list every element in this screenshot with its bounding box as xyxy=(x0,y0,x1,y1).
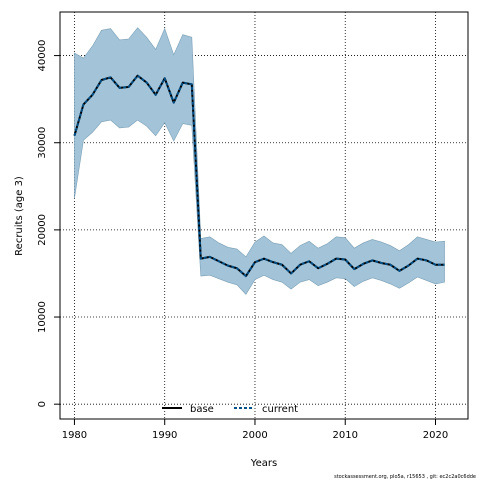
x-tick-label: 2010 xyxy=(333,430,358,441)
x-tick-label: 2020 xyxy=(423,430,448,441)
plot-frame xyxy=(59,11,469,420)
x-axis-title: Years xyxy=(250,458,277,469)
legend-label-current: current xyxy=(262,404,298,415)
series-line-current xyxy=(73,74,445,278)
y-tick-label: 20000 xyxy=(37,214,48,246)
y-tick-label: 10000 xyxy=(37,301,48,333)
y-axis: 0 10000 20000 30000 40000 xyxy=(37,40,60,407)
x-tick-label: 1990 xyxy=(152,430,177,441)
confidence-band-area xyxy=(74,27,445,295)
confidence-band xyxy=(74,27,445,295)
x-tick-label: 2000 xyxy=(242,430,267,441)
legend-label-base: base xyxy=(190,404,214,415)
y-tick-label: 40000 xyxy=(37,40,48,72)
legend: base current xyxy=(162,404,298,415)
footer-credit: stockassessment.org, plo5a, r15653 , git… xyxy=(334,474,476,480)
y-tick-label: 0 xyxy=(37,401,48,407)
y-axis-title: Recruits (age 3) xyxy=(14,176,25,256)
x-tick-label: 1980 xyxy=(62,430,87,441)
series xyxy=(73,74,445,278)
grid xyxy=(60,12,468,419)
y-tick-label: 30000 xyxy=(37,127,48,159)
x-axis: 1980 1990 2000 2010 2020 xyxy=(62,419,448,441)
